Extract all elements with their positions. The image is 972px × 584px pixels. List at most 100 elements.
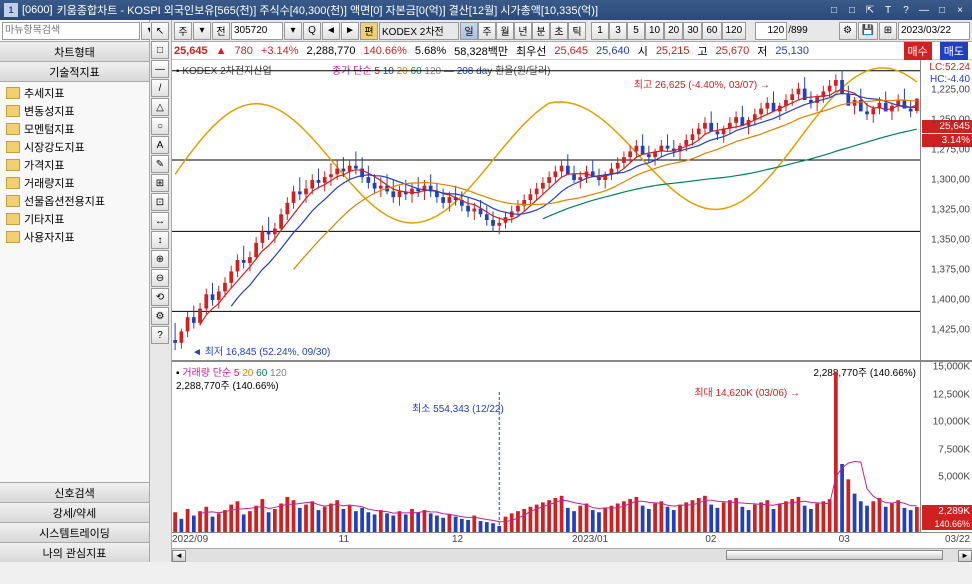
window-control-2[interactable]: ⇱ [862,3,878,17]
period-button[interactable]: 주 [174,22,192,40]
window-control-7[interactable]: × [952,3,968,17]
sidebar-bottom-1[interactable]: 강세/약세 [0,502,149,522]
sidebar-item-0[interactable]: 추세지표 [0,84,149,102]
timeframe-초[interactable]: 초 [550,22,568,40]
vol-tag: 2,289K [922,505,972,518]
date-input[interactable] [898,22,970,40]
sidebar-bottom-2[interactable]: 시스템트레이딩 [0,522,149,542]
save-icon[interactable]: 💾 [858,22,878,40]
range-60[interactable]: 60 [702,22,721,40]
window-control-5[interactable]: — [916,3,932,17]
timeframe-분[interactable]: 분 [532,22,550,40]
sidebar-item-label: 선물옵션전용지표 [24,193,105,209]
low-label: 저 [757,43,767,59]
scroll-thumb[interactable] [726,550,942,560]
timeframe-년[interactable]: 년 [514,22,532,40]
vtool-8[interactable]: ⊞ [151,174,169,192]
scroll-track[interactable] [186,550,958,562]
sidebar-item-label: 거래량지표 [24,175,75,191]
window-control-1[interactable]: □ [844,3,860,17]
pt-button[interactable]: 편 [360,22,378,40]
best-bid: 25,645 [554,45,588,57]
buy-button[interactable]: 매수 [904,42,932,60]
vtool-1[interactable]: □ [151,41,169,59]
vtool-13[interactable]: ⊖ [151,269,169,287]
chart-toolbar: 주 ▾ 전 ▾ Q ◄ ► 편 KODEX 2차전 일주월년분초틱 135102… [150,20,972,42]
timeframe-일[interactable]: 일 [460,22,478,40]
prev-code-icon[interactable]: ◄ [322,22,340,40]
scroll-left-icon[interactable]: ◄ [172,550,186,562]
sidebar-item-label: 사용자지표 [24,229,75,245]
chart-scrollbar[interactable]: ◄ ► [172,548,972,562]
y-tick: 1,425,00 [931,325,970,336]
vertical-toolbar: ↖□—/△○A✎⊞⊡↔↕⊕⊖⟲⚙? [150,20,172,562]
sidebar-item-3[interactable]: 시장강도지표 [0,138,149,156]
sidebar-item-6[interactable]: 선물옵션전용지표 [0,192,149,210]
vtool-2[interactable]: — [151,60,169,78]
vtool-6[interactable]: A [151,136,169,154]
sidebar-item-2[interactable]: 모멘텀지표 [0,120,149,138]
vtool-14[interactable]: ⟲ [151,288,169,306]
window-control-4[interactable]: ? [898,3,914,17]
range-1[interactable]: 1 [591,22,609,40]
window-control-6[interactable]: □ [934,3,950,17]
toolbar-btn-3[interactable]: ⊞ [879,22,897,40]
volume-chart[interactable]: ▪ 거래량 단순 5 20 60 120 2,288,770주 (140.66%… [172,362,972,532]
vtool-3[interactable]: / [151,79,169,97]
code-search-icon[interactable]: Q [303,22,321,40]
bar-count-input[interactable] [755,22,787,40]
x-axis: 2022/0911122023/01020303/22 [172,532,972,548]
sidebar-item-1[interactable]: 변동성지표 [0,102,149,120]
sidebar-search-input[interactable] [2,22,140,40]
open-value: 25,215 [656,45,690,57]
vtool-12[interactable]: ⊕ [151,250,169,268]
current-price: 25,645 [174,45,208,57]
next-code-icon[interactable]: ► [341,22,359,40]
range-20[interactable]: 20 [664,22,683,40]
range-120[interactable]: 120 [722,22,747,40]
vtool-16[interactable]: ? [151,326,169,344]
range-30[interactable]: 30 [683,22,702,40]
title-text: 키움종합차트 - KOSPI 외국인보유[565(천)] 주식수[40,300(… [57,2,598,18]
sidebar-item-label: 기타지표 [24,211,64,227]
timeframe-월[interactable]: 월 [496,22,514,40]
sidebar-item-5[interactable]: 거래량지표 [0,174,149,192]
code-dropdown-icon[interactable]: ▾ [284,22,302,40]
prev-button[interactable]: 전 [212,22,230,40]
vtool-0[interactable]: ↖ [151,22,169,40]
sidebar-item-4[interactable]: 가격지표 [0,156,149,174]
vtool-10[interactable]: ↔ [151,212,169,230]
stock-code-input[interactable] [231,22,283,40]
timeframe-주[interactable]: 주 [478,22,496,40]
vtool-11[interactable]: ↕ [151,231,169,249]
toolbar-btn-1[interactable]: ⚙ [839,22,857,40]
timeframe-틱[interactable]: 틱 [568,22,586,40]
sidebar-item-7[interactable]: 기타지표 [0,210,149,228]
vtool-9[interactable]: ⊡ [151,193,169,211]
sidebar-bottom-3[interactable]: 나의 관심지표 [0,542,149,562]
vtool-4[interactable]: △ [151,98,169,116]
main-chart[interactable]: ▪ KODEX 2차전지산업 종가 단순 5 10 20 60 120 — 20… [172,60,972,362]
vtool-7[interactable]: ✎ [151,155,169,173]
volume-value: 2,288,770 [307,45,356,57]
open-label: 시 [638,43,648,59]
folder-icon [6,231,20,243]
sidebar-header-indicators[interactable]: 기술적지표 [0,62,149,82]
vtool-5[interactable]: ○ [151,117,169,135]
sidebar-item-8[interactable]: 사용자지표 [0,228,149,246]
range-3[interactable]: 3 [609,22,627,40]
sidebar: ▾ Q ↓ 차트형태 기술적지표 추세지표변동성지표모멘텀지표시장강도지표가격지… [0,20,150,562]
vol-y-tick: 12,500K [933,389,970,400]
sidebar-bottom-0[interactable]: 신호검색 [0,482,149,502]
window-control-3[interactable]: T [880,3,896,17]
vtool-15[interactable]: ⚙ [151,307,169,325]
folder-icon [6,177,20,189]
period-dropdown-icon[interactable]: ▾ [193,22,211,40]
sell-button[interactable]: 매도 [940,42,968,60]
best-label: 최우선 [516,43,546,59]
sidebar-header-chart-type[interactable]: 차트형태 [0,42,149,62]
range-5[interactable]: 5 [627,22,645,40]
window-control-0[interactable]: □ [826,3,842,17]
range-10[interactable]: 10 [645,22,664,40]
scroll-right-icon[interactable]: ► [958,550,972,562]
